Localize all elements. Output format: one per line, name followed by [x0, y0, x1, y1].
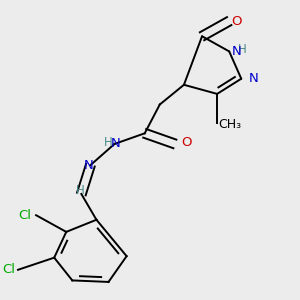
Text: O: O [181, 136, 191, 149]
Text: Cl: Cl [19, 209, 32, 222]
Text: H: H [104, 136, 113, 149]
Text: O: O [232, 15, 242, 28]
Text: H: H [76, 184, 84, 197]
Text: N: N [249, 72, 259, 85]
Text: H: H [238, 44, 246, 56]
Text: Cl: Cl [2, 263, 15, 276]
Text: N: N [110, 137, 120, 150]
Text: N: N [232, 45, 242, 58]
Text: CH₃: CH₃ [219, 118, 242, 131]
Text: N: N [84, 159, 93, 172]
